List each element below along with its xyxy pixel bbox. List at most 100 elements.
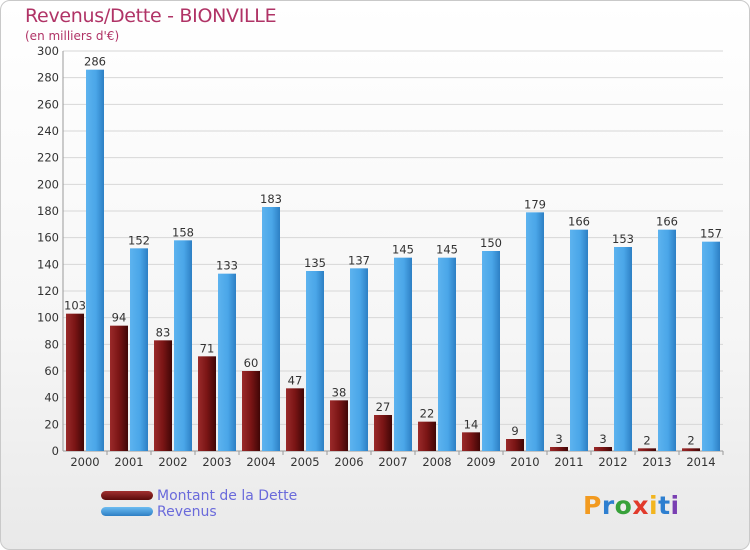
data-label-revenus: 183 — [260, 192, 282, 206]
x-tick-label: 2002 — [158, 455, 187, 469]
bar-dette — [154, 340, 172, 451]
bar-revenus — [306, 271, 324, 451]
y-tick-label: 40 — [44, 391, 59, 405]
logo-letter: i — [670, 491, 680, 520]
bar-revenus — [174, 240, 192, 451]
axes: 0204060801001201401601802002202402602803… — [37, 44, 724, 469]
x-tick-label: 2011 — [554, 455, 583, 469]
chart-title: Revenus/Dette - BIONVILLE — [25, 5, 277, 27]
data-label-revenus: 158 — [172, 225, 194, 239]
bar-revenus — [526, 212, 544, 451]
data-labels: 103 286 94 152 83 158 71 133 60 183 47 135 38 137 27 14… — [64, 55, 722, 448]
y-tick-label: 100 — [37, 311, 59, 325]
y-tick-label: 20 — [44, 417, 59, 431]
data-label-revenus: 152 — [128, 233, 150, 247]
y-tick-label: 240 — [37, 124, 59, 138]
data-label-dette: 2 — [687, 433, 694, 447]
x-tick-label: 2010 — [510, 455, 539, 469]
y-tick-label: 120 — [37, 284, 59, 298]
bar-revenus — [86, 69, 104, 452]
bar-dette — [330, 400, 348, 451]
proxiti-logo: Proxiti — [583, 491, 680, 520]
y-tick-label: 280 — [37, 71, 59, 85]
x-tick-label: 2012 — [598, 455, 627, 469]
y-tick-label: 160 — [37, 231, 59, 245]
x-tick-label: 2004 — [246, 455, 275, 469]
chart-subtitle: (en milliers d'€) — [25, 29, 120, 43]
data-label-dette: 60 — [244, 356, 259, 370]
bar-dette — [198, 356, 216, 451]
bar-revenus — [350, 268, 368, 451]
bar-revenus — [218, 273, 236, 451]
x-tick-label: 2007 — [378, 455, 407, 469]
x-tick-label: 2005 — [290, 455, 319, 469]
data-label-revenus: 166 — [656, 215, 678, 229]
data-label-revenus: 157 — [700, 227, 722, 241]
data-label-dette: 27 — [376, 400, 391, 414]
bar-revenus — [702, 241, 720, 451]
x-tick-label: 2014 — [686, 455, 715, 469]
bar-dette — [418, 421, 436, 451]
logo-letter: o — [614, 491, 633, 520]
bar-dette — [506, 439, 524, 451]
data-label-dette: 3 — [555, 432, 562, 446]
logo-letter: t — [658, 491, 671, 520]
data-label-dette: 103 — [64, 299, 86, 313]
logo-letter: r — [601, 491, 615, 520]
data-label-dette: 71 — [200, 341, 215, 355]
y-tick-label: 80 — [44, 337, 59, 351]
x-tick-label: 2013 — [642, 455, 671, 469]
bar-dette — [638, 448, 656, 451]
y-tick-label: 140 — [37, 257, 59, 271]
grid-lines — [63, 50, 723, 425]
legend-label-revenus: Revenus — [157, 504, 217, 520]
bar-dette — [550, 447, 568, 451]
bar-revenus — [262, 207, 280, 451]
logo-letter: P — [583, 491, 602, 520]
legend-swatch-revenus — [101, 507, 153, 516]
data-label-revenus: 166 — [568, 215, 590, 229]
x-tick-label: 2003 — [202, 455, 231, 469]
data-label-revenus: 137 — [348, 253, 370, 267]
bar-dette — [462, 432, 480, 451]
bar-dette — [374, 415, 392, 451]
bar-revenus — [438, 257, 456, 451]
y-tick-label: 180 — [37, 204, 59, 218]
y-tick-label: 260 — [37, 97, 59, 111]
bar-revenus — [130, 248, 148, 451]
data-label-dette: 47 — [288, 373, 303, 387]
bar-revenus — [482, 251, 500, 451]
logo-letter: x — [632, 491, 649, 520]
data-label-dette: 94 — [112, 311, 127, 325]
x-tick-label: 2008 — [422, 455, 451, 469]
bar-dette — [110, 325, 128, 451]
bar-revenus — [614, 247, 632, 451]
data-label-revenus: 286 — [84, 55, 106, 69]
legend-label-dette: Montant de la Dette — [157, 488, 298, 504]
logo-letter: i — [649, 491, 659, 520]
bar-revenus — [570, 229, 588, 451]
data-label-dette: 22 — [420, 407, 435, 421]
legend-swatch-dette — [101, 491, 153, 500]
data-label-revenus: 145 — [392, 243, 414, 257]
data-label-revenus: 145 — [436, 243, 458, 257]
bar-dette — [682, 448, 700, 451]
y-tick-label: 220 — [37, 151, 59, 165]
bar-dette — [66, 313, 84, 451]
x-tick-label: 2006 — [334, 455, 363, 469]
data-label-revenus: 150 — [480, 236, 502, 250]
x-tick-label: 2000 — [70, 455, 99, 469]
data-label-revenus: 179 — [524, 197, 546, 211]
data-label-dette: 38 — [332, 385, 347, 399]
bar-revenus — [394, 257, 412, 451]
y-tick-label: 0 — [52, 444, 59, 458]
data-label-dette: 14 — [464, 417, 479, 431]
bar-dette — [242, 371, 260, 451]
y-tick-label: 300 — [37, 44, 59, 58]
data-label-dette: 9 — [511, 424, 518, 438]
y-tick-label: 60 — [44, 364, 59, 378]
x-tick-label: 2001 — [114, 455, 143, 469]
data-label-revenus: 133 — [216, 259, 238, 273]
